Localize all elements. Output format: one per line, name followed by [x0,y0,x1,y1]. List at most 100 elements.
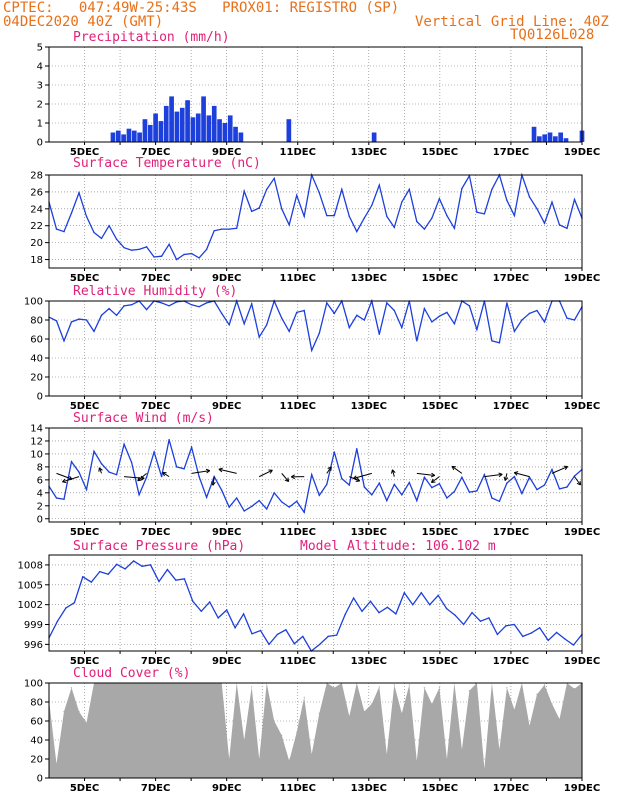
precip-bar [217,119,222,142]
cloud-point [513,709,516,711]
series-point [420,592,422,594]
series-point [361,610,363,612]
x-tick-label: 5DEC [70,273,99,284]
series-point [115,473,118,476]
series-point [558,488,561,490]
wind-arrow-head [563,465,569,471]
y-tick-label: 100 [24,679,43,690]
cloud-point [446,758,448,760]
x-tick-label: 17DEC [493,656,529,667]
series-point [416,220,418,223]
panel-title: Surface Temperature (nC) [73,156,261,171]
series-point [403,592,406,594]
x-tick-label: 15DEC [422,527,458,538]
panel-annotation: Model Altitude: 106.102 m [300,539,496,554]
panel-title: Surface Pressure (hPa) [73,539,245,554]
series-point [498,500,501,502]
y-tick-label: 60 [30,335,43,346]
series-point [505,625,507,627]
series-point [132,560,135,562]
wind-arrow-head [268,469,273,474]
precip-bar [153,113,158,142]
series-point [327,635,329,638]
panel-frame [48,554,583,652]
series-point [530,632,532,634]
y-tick-label: 996 [24,640,43,651]
series-point [341,188,343,191]
series-point [145,246,148,248]
x-tick-label: 9DEC [212,527,241,538]
wind-arrow-head [430,478,436,484]
precip-bar [126,128,132,142]
cloud-point [573,688,576,690]
series-point [446,311,448,314]
y-tick-label: 0 [37,392,43,403]
series-point [386,499,388,502]
x-tick-label: 9DEC [212,783,241,794]
precip-bar [190,117,196,142]
wind-arrow-head [503,476,509,481]
series-point [521,319,523,321]
cloud-point [78,710,80,713]
cloud-point [311,753,313,755]
series-point [543,222,546,224]
series-point [513,214,516,217]
series-point [183,578,186,580]
panel-frame [48,174,583,269]
wind-arrow-head [218,467,223,473]
series-point [491,340,493,342]
series-point [453,227,456,229]
series-point [483,473,486,476]
series-point [326,483,328,486]
series-point [243,323,245,325]
wind-arrow-shaft [451,465,463,474]
x-tick-label: 11DEC [280,783,316,794]
series-point [273,492,275,494]
wind-arrow-shaft [212,476,215,486]
precip-bar [169,96,174,142]
series-point [551,201,553,203]
series-point [318,192,320,194]
series-point [348,215,350,218]
y-tick-label: 999 [24,620,43,631]
series-point [183,468,185,470]
series-point [454,614,456,616]
series-point [462,623,465,626]
precip-bar [179,107,185,142]
series-point [369,600,372,603]
series-point [506,302,508,304]
wind-arrow-shaft [504,473,508,481]
series-point [100,237,103,240]
series-point [99,570,101,573]
series-point [281,208,283,210]
x-tick-label: 5DEC [70,147,99,158]
cloud-point [401,712,403,715]
wind-arrow-head [498,472,503,478]
series-point [175,466,178,468]
cloud-point [296,731,298,734]
series-point [543,321,546,323]
series-point [538,627,541,629]
series-point [138,248,140,251]
series-point [386,302,388,304]
series-point [438,315,441,317]
series-point [190,446,193,449]
series-point [416,340,418,342]
header-date: 04DEC2020 40Z (GMT) [3,14,164,30]
series-point [65,607,67,609]
cloud-point [243,739,245,741]
series-point [168,438,170,441]
series-point [333,312,335,315]
series-point [491,497,493,499]
series-point [124,568,126,570]
series-point [190,252,193,255]
y-tick-label: 10 [30,449,43,460]
x-tick-label: 17DEC [493,147,529,158]
series-point [205,302,208,304]
cloud-point [551,703,553,705]
series-point [356,314,358,316]
series-point [130,461,133,464]
series-point [78,318,80,320]
series-point [93,330,95,333]
